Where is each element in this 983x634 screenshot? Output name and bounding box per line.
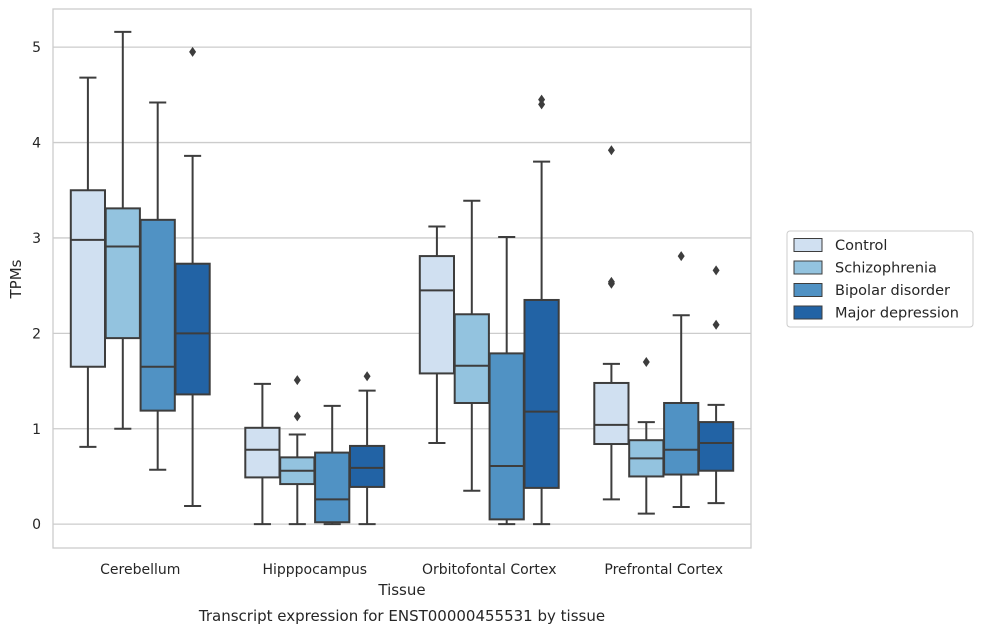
y-axis-label: TPMs — [7, 259, 25, 299]
outlier-point — [607, 276, 615, 287]
iqr-box — [697, 421, 735, 472]
outlier-point — [293, 411, 301, 422]
outlier-point — [712, 319, 720, 330]
x-tick-label: Orbitofontal Cortex — [422, 562, 557, 578]
outlier-point — [363, 371, 371, 382]
box-series — [69, 30, 735, 526]
y-tick-label: 2 — [32, 326, 41, 342]
legend-swatch — [793, 260, 823, 275]
box-bipolar-disorder — [488, 236, 525, 526]
box-bipolar-disorder — [139, 101, 176, 471]
outlier-point — [642, 356, 650, 367]
legend-swatch — [793, 305, 823, 320]
y-axis-ticks: 0 1 2 3 4 5 — [32, 40, 41, 533]
box-control — [593, 145, 630, 501]
box-schizophrenia — [453, 199, 490, 492]
iqr-box — [488, 352, 525, 521]
box-control — [244, 382, 281, 526]
iqr-box — [663, 401, 700, 476]
x-tick-label: Cerebellum — [100, 562, 180, 578]
box-bipolar-disorder — [663, 251, 700, 508]
x-tick-label: Hipppocampus — [262, 562, 367, 578]
box-major-depression — [523, 94, 560, 526]
x-axis-label: Tissue — [377, 581, 425, 599]
legend-frame — [786, 230, 974, 328]
box-major-depression — [174, 46, 211, 508]
y-tick-label: 1 — [32, 422, 41, 438]
legend-label: Major depression — [835, 306, 959, 322]
iqr-box — [523, 298, 560, 489]
x-axis-ticks: Cerebellum Hipppocampus Orbitofontal Corte… — [100, 562, 723, 578]
iqr-box — [418, 255, 456, 375]
legend-swatch — [793, 283, 823, 297]
outlier-point — [189, 46, 197, 57]
iqr-box — [453, 313, 490, 404]
iqr-box — [69, 189, 107, 368]
iqr-box — [174, 262, 211, 396]
chart-title: Transcript expression for ENST0000045553… — [198, 607, 605, 625]
iqr-box — [314, 451, 351, 524]
y-tick-label: 5 — [32, 40, 41, 56]
outlier-point — [712, 265, 720, 276]
box-major-depression — [697, 265, 735, 505]
iqr-box — [104, 207, 141, 340]
x-tick-label: Prefrontal Cortex — [604, 562, 723, 578]
box-schizophrenia — [279, 375, 316, 526]
legend-label: Bipolar disorder — [835, 283, 950, 299]
outlier-point — [538, 94, 546, 105]
outlier-point — [607, 145, 615, 156]
legend-swatch — [793, 238, 823, 252]
box-schizophrenia — [104, 30, 141, 430]
box-control — [69, 76, 107, 448]
y-tick-label: 3 — [32, 231, 41, 247]
plot-area-frame — [52, 8, 752, 549]
iqr-box — [139, 218, 176, 412]
iqr-box — [348, 444, 386, 488]
y-tick-label: 0 — [32, 517, 41, 533]
legend: Control Schizophrenia Bipolar disorder Majo… — [786, 230, 974, 328]
iqr-box — [244, 426, 281, 479]
y-tick-label: 4 — [32, 136, 41, 152]
outlier-point — [293, 375, 301, 386]
box-schizophrenia — [628, 356, 665, 515]
outlier-point — [677, 251, 685, 262]
iqr-box — [593, 381, 630, 446]
legend-label: Control — [835, 238, 887, 254]
box-bipolar-disorder — [314, 404, 351, 526]
box-control — [418, 225, 456, 445]
box-major-depression — [348, 371, 386, 526]
legend-label: Schizophrenia — [835, 261, 937, 277]
